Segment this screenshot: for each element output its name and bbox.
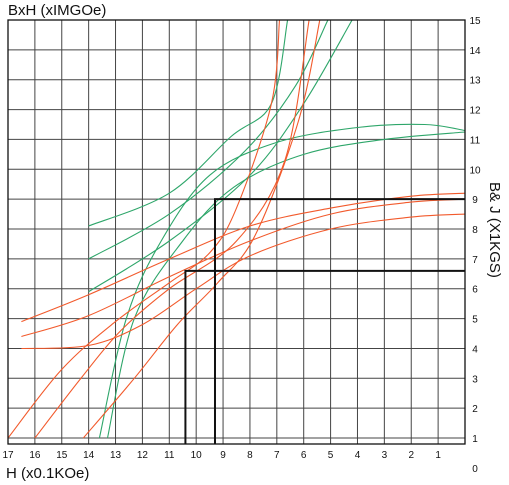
y-tick-label: 10 — [469, 165, 481, 176]
energy-product-curve — [98, 123, 466, 439]
energy-product-curves — [88, 19, 466, 439]
x-axis-label: H (x0.1KOe) — [6, 465, 89, 482]
y-tick-label: 6 — [472, 285, 478, 296]
energy-product-curve — [88, 19, 353, 293]
demagnetization-curve — [7, 19, 281, 439]
x-tick-label: 6 — [301, 450, 307, 461]
chart-title: BxH (xIMGOe) — [8, 2, 106, 19]
x-tick-label: 9 — [220, 450, 226, 461]
demagnetization-curve — [21, 192, 466, 323]
x-tick-label: 4 — [355, 450, 361, 461]
y-tick-label: 13 — [469, 76, 481, 87]
x-tick-label: 7 — [274, 450, 280, 461]
energy-product-curve — [88, 19, 289, 227]
y-tick-label: 5 — [472, 315, 478, 326]
y-tick-label: 8 — [472, 225, 478, 236]
y-tick-label: 14 — [469, 46, 481, 57]
energy-product-curve — [88, 19, 329, 260]
x-tick-label: 14 — [83, 450, 95, 461]
y-tick-label: 12 — [469, 106, 481, 117]
demagnetization-curve — [21, 213, 466, 350]
x-tick-label: 10 — [191, 450, 203, 461]
y-tick-label: 2 — [472, 404, 478, 415]
energy-product-curve — [106, 131, 466, 439]
y-tick-label: 9 — [472, 195, 478, 206]
x-tick-label: 2 — [408, 450, 414, 461]
y-tick-label: 11 — [470, 135, 481, 146]
y-tick-label: 15 — [469, 16, 481, 27]
x-tick-label: 1 — [435, 450, 441, 461]
y-tick-label: 4 — [472, 344, 478, 355]
x-tick-label: 16 — [29, 450, 41, 461]
y-tick-label: 1 — [472, 434, 478, 445]
y-axis-label: B& J (X1KGS) — [486, 182, 503, 278]
demagnetization-curves — [7, 19, 466, 439]
operating-point-marker — [213, 198, 465, 444]
x-tick-label: 12 — [137, 450, 149, 461]
x-tick-label: 17 — [2, 450, 14, 461]
y-tick-label: 3 — [472, 374, 478, 385]
x-tick-label: 3 — [382, 450, 388, 461]
x-tick-label: 15 — [56, 450, 68, 461]
y-tick-label: 7 — [472, 255, 478, 266]
x-tick-label: 11 — [164, 450, 175, 461]
x-tick-label: 8 — [247, 450, 253, 461]
demagnetization-curve — [82, 19, 321, 439]
operating-point-markers — [184, 198, 465, 444]
y-tick-label: 0 — [472, 464, 478, 475]
operating-point-marker — [184, 269, 465, 444]
x-tick-label: 5 — [328, 450, 334, 461]
x-tick-label: 13 — [110, 450, 122, 461]
demagnetization-curve — [21, 198, 466, 338]
demagnetization-curve — [34, 19, 310, 439]
x-axis-ticks: 17 16 15 14 13 12 11 10 9 8 7 6 5 4 3 2 1 — [2, 450, 441, 461]
chart-grid — [7, 19, 466, 444]
plot-frame — [7, 19, 466, 445]
